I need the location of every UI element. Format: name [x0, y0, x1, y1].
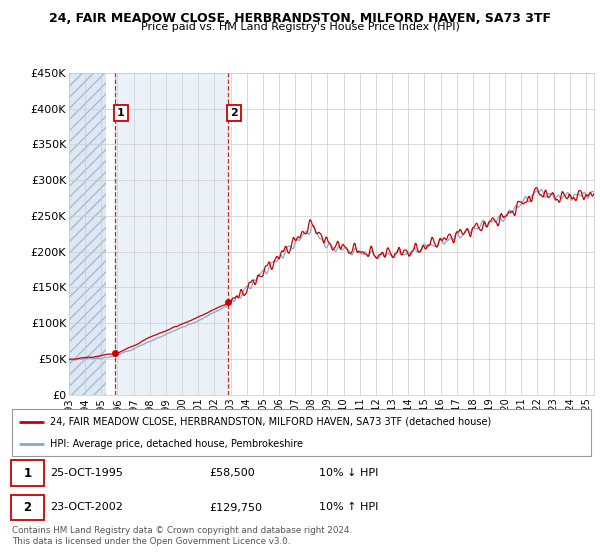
FancyBboxPatch shape [12, 409, 591, 456]
Text: 1: 1 [23, 467, 32, 480]
FancyBboxPatch shape [11, 494, 44, 520]
Text: 1: 1 [117, 108, 125, 118]
Text: 10% ↓ HPI: 10% ↓ HPI [319, 468, 378, 478]
Text: Contains HM Land Registry data © Crown copyright and database right 2024.
This d: Contains HM Land Registry data © Crown c… [12, 526, 352, 546]
FancyBboxPatch shape [11, 460, 44, 486]
Text: 23-OCT-2002: 23-OCT-2002 [50, 502, 122, 512]
Text: 24, FAIR MEADOW CLOSE, HERBRANDSTON, MILFORD HAVEN, SA73 3TF (detached house): 24, FAIR MEADOW CLOSE, HERBRANDSTON, MIL… [50, 417, 491, 427]
Text: 2: 2 [230, 108, 238, 118]
Text: £58,500: £58,500 [209, 468, 254, 478]
Text: 2: 2 [23, 501, 32, 514]
Bar [69, 73, 106, 395]
Text: 25-OCT-1995: 25-OCT-1995 [50, 468, 122, 478]
Text: £129,750: £129,750 [209, 502, 262, 512]
Text: HPI: Average price, detached house, Pembrokeshire: HPI: Average price, detached house, Pemb… [50, 438, 302, 449]
Bar [115, 73, 227, 395]
Text: 24, FAIR MEADOW CLOSE, HERBRANDSTON, MILFORD HAVEN, SA73 3TF: 24, FAIR MEADOW CLOSE, HERBRANDSTON, MIL… [49, 12, 551, 25]
Text: 10% ↑ HPI: 10% ↑ HPI [319, 502, 378, 512]
Text: Price paid vs. HM Land Registry's House Price Index (HPI): Price paid vs. HM Land Registry's House … [140, 22, 460, 32]
